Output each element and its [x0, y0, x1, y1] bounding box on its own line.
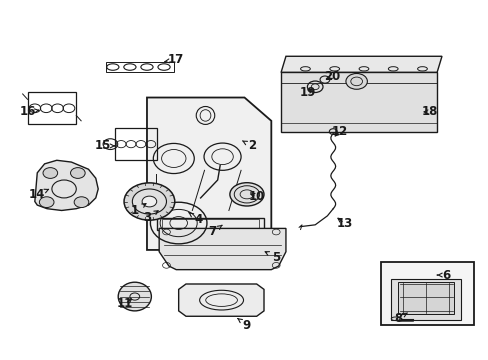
Bar	[115, 128, 157, 160]
Bar	[157, 218, 264, 230]
Circle shape	[40, 197, 54, 208]
Circle shape	[70, 168, 85, 179]
Text: 2: 2	[242, 139, 255, 152]
Text: 3: 3	[142, 211, 158, 224]
Polygon shape	[281, 56, 441, 72]
Circle shape	[74, 197, 89, 208]
Text: 15: 15	[95, 139, 114, 152]
Text: 10: 10	[248, 190, 264, 203]
Text: 8: 8	[393, 311, 407, 325]
Text: 18: 18	[421, 105, 437, 118]
Bar	[27, 92, 76, 125]
Circle shape	[124, 183, 174, 220]
Polygon shape	[35, 160, 98, 211]
Ellipse shape	[118, 282, 151, 311]
Text: 6: 6	[436, 269, 450, 282]
Text: 20: 20	[324, 69, 340, 82]
Polygon shape	[178, 284, 264, 316]
Text: 11: 11	[117, 297, 133, 310]
Text: 5: 5	[264, 251, 280, 264]
Text: 17: 17	[164, 53, 184, 66]
Text: 12: 12	[331, 125, 347, 138]
Bar	[380, 262, 473, 325]
Polygon shape	[281, 72, 436, 132]
Circle shape	[132, 189, 166, 214]
Text: 16: 16	[20, 105, 39, 118]
Text: 4: 4	[188, 213, 202, 226]
Polygon shape	[159, 228, 285, 270]
Text: 13: 13	[336, 216, 352, 230]
Text: 9: 9	[237, 319, 250, 332]
Bar	[161, 220, 259, 228]
Polygon shape	[147, 98, 271, 250]
Bar	[105, 62, 173, 72]
Circle shape	[345, 73, 366, 89]
Ellipse shape	[229, 183, 264, 206]
Text: 1: 1	[130, 204, 146, 217]
Circle shape	[142, 196, 157, 207]
Polygon shape	[390, 279, 461, 320]
Circle shape	[43, 168, 58, 179]
Text: 19: 19	[299, 86, 315, 99]
Text: 7: 7	[208, 225, 222, 238]
Bar	[397, 282, 453, 315]
Text: 14: 14	[29, 188, 48, 201]
